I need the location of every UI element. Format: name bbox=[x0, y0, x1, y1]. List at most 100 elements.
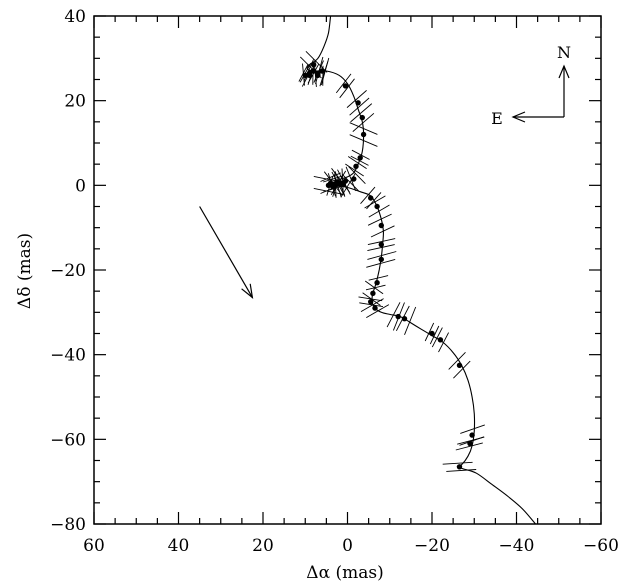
error-bar-segment bbox=[431, 327, 443, 348]
observation-point bbox=[340, 181, 346, 187]
error-bar-segment bbox=[320, 184, 341, 194]
observation-point bbox=[456, 464, 463, 470]
observation-point bbox=[315, 72, 321, 79]
error-bar-segment bbox=[359, 302, 384, 308]
observation-point bbox=[359, 114, 365, 121]
error-bar-segment bbox=[360, 186, 376, 204]
error-bar-segment bbox=[323, 175, 343, 183]
error-bar-segment bbox=[347, 156, 367, 169]
x-tick-label: 40 bbox=[168, 536, 190, 556]
error-bar-segment bbox=[367, 244, 395, 252]
compass-north-arrowhead bbox=[558, 64, 570, 79]
observation-point bbox=[330, 183, 336, 190]
error-bar-segment bbox=[424, 322, 435, 342]
y-tick-label: −40 bbox=[50, 346, 86, 366]
error-bar-segment bbox=[457, 436, 485, 445]
observation-point bbox=[374, 280, 380, 286]
observation-point bbox=[325, 182, 332, 188]
error-bar-segment bbox=[365, 284, 386, 291]
x-tick-labels: 60 40 20 0 −20 −40 −60 bbox=[83, 536, 619, 556]
compass-east-arrowhead bbox=[511, 111, 526, 123]
observation-point bbox=[319, 68, 325, 74]
y-tick-label: 20 bbox=[64, 92, 86, 112]
error-bar-segment bbox=[345, 166, 357, 192]
observation-point bbox=[429, 330, 435, 337]
observation-point bbox=[374, 203, 380, 210]
y-tick-label: 40 bbox=[64, 7, 86, 27]
error-bar-segment bbox=[448, 351, 466, 370]
x-tick-label: −40 bbox=[499, 536, 535, 556]
error-bar-segment bbox=[351, 149, 370, 160]
x-tick-label: 60 bbox=[83, 536, 105, 556]
y-tick-label: −80 bbox=[50, 515, 86, 535]
error-bar-segment bbox=[358, 296, 383, 302]
ticks-layer bbox=[93, 15, 602, 525]
observation-point bbox=[311, 68, 317, 74]
data-points-layer bbox=[302, 61, 475, 470]
y-tick-label: −60 bbox=[50, 430, 86, 450]
observation-point bbox=[368, 299, 374, 305]
compass-east-label: E bbox=[491, 109, 503, 128]
error-bar-segment bbox=[366, 304, 390, 318]
error-bar-segment bbox=[349, 97, 370, 116]
error-bar-segment bbox=[370, 225, 395, 238]
y-tick-label: 0 bbox=[75, 176, 86, 196]
y-axis-label: Δδ (mas) bbox=[15, 233, 35, 309]
error-bar-segment bbox=[404, 306, 417, 335]
observation-point bbox=[469, 432, 475, 438]
x-tick-label: −20 bbox=[414, 536, 450, 556]
x-tick-label: 0 bbox=[342, 536, 353, 556]
observation-point bbox=[395, 313, 401, 320]
error-bar-segment bbox=[348, 166, 366, 185]
error-bar-segment bbox=[364, 280, 384, 295]
observation-point bbox=[401, 316, 408, 322]
error-bar-segment bbox=[453, 360, 471, 379]
observation-point bbox=[378, 256, 384, 263]
observation-point bbox=[355, 100, 361, 106]
observation-point bbox=[360, 131, 367, 138]
error-bar-segment bbox=[368, 275, 389, 281]
error-bar-segment bbox=[352, 112, 375, 132]
error-bar-segment bbox=[345, 163, 364, 177]
error-bar-segment bbox=[442, 461, 473, 465]
y-tick-labels: 40 20 0 −20 −40 −60 −80 bbox=[50, 7, 86, 535]
error-bar-segment bbox=[320, 172, 341, 182]
observation-point bbox=[353, 163, 359, 169]
observation-point bbox=[342, 83, 349, 89]
error-bar-segment bbox=[460, 424, 485, 434]
error-bar-segment bbox=[341, 173, 360, 192]
observation-point bbox=[378, 241, 384, 248]
error-bar-segment bbox=[429, 325, 440, 345]
y-tick-label: −20 bbox=[50, 261, 86, 281]
error-bars-layer bbox=[298, 50, 485, 472]
observation-point bbox=[336, 180, 342, 186]
error-bar-segment bbox=[446, 469, 477, 472]
observation-point bbox=[311, 61, 317, 68]
compass-rose: N E bbox=[491, 43, 571, 128]
observation-point bbox=[306, 72, 313, 79]
x-tick-label: 20 bbox=[252, 536, 274, 556]
observation-point bbox=[437, 337, 444, 343]
error-bar-segment bbox=[367, 238, 396, 246]
observation-point bbox=[378, 222, 384, 229]
error-bar-segment bbox=[360, 298, 384, 312]
motion-arrow bbox=[199, 206, 254, 299]
observation-point bbox=[370, 290, 376, 296]
compass-north-label: N bbox=[557, 43, 571, 62]
observation-point bbox=[302, 72, 308, 79]
observation-point bbox=[467, 440, 473, 447]
observation-point bbox=[368, 195, 374, 201]
error-bar-segment bbox=[346, 90, 367, 108]
x-axis-label: Δα (mas) bbox=[306, 563, 383, 582]
error-bar-segment bbox=[350, 103, 373, 123]
error-bar-segment bbox=[339, 78, 355, 99]
observation-point bbox=[357, 155, 363, 161]
error-bar-segment bbox=[367, 213, 392, 226]
observation-point bbox=[372, 305, 378, 311]
observation-point bbox=[351, 176, 357, 182]
error-bar-segment bbox=[335, 73, 352, 94]
x-tick-label: −60 bbox=[583, 536, 619, 556]
error-bar-segment bbox=[455, 442, 483, 451]
